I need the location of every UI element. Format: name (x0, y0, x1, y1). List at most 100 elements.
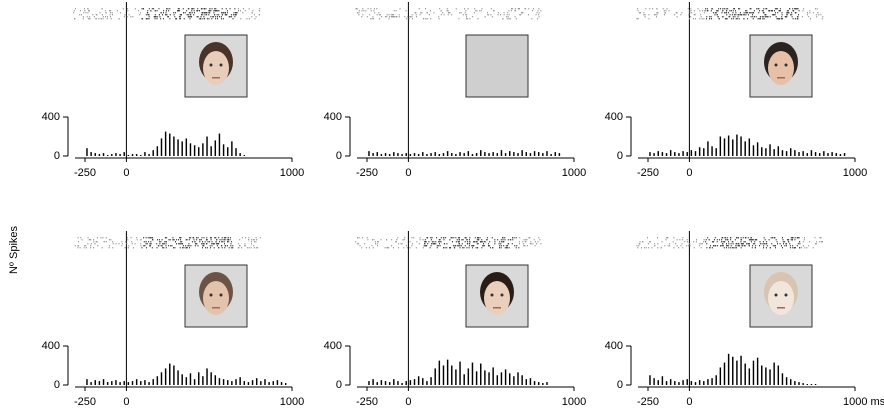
raster-tick (724, 237, 726, 239)
bar (148, 382, 150, 385)
raster-tick (465, 10, 467, 12)
raster-tick (514, 245, 516, 247)
raster-tick (758, 8, 760, 10)
raster-tick (727, 239, 729, 241)
raster-tick (203, 237, 205, 239)
raster-tick (657, 237, 659, 239)
raster-tick (814, 8, 816, 10)
bar (698, 380, 701, 385)
raster-tick (693, 10, 695, 12)
raster-tick (455, 245, 457, 247)
raster-tick (188, 16, 190, 18)
bar (765, 148, 767, 156)
raster-tick (797, 18, 799, 20)
raster-tick (708, 239, 710, 241)
raster-tick (749, 239, 751, 241)
raster-tick (794, 12, 796, 14)
raster-tick (232, 247, 234, 249)
raster-tick (193, 14, 195, 16)
raster-tick (93, 241, 95, 243)
raster-tick (430, 237, 432, 239)
raster-tick (755, 245, 757, 247)
raster-tick (246, 18, 248, 20)
raster-tick (221, 247, 223, 249)
raster-tick (706, 243, 708, 245)
raster-tick (816, 16, 818, 18)
raster-tick (462, 14, 464, 16)
raster-tick (490, 8, 492, 10)
raster-tick (110, 239, 112, 241)
raster-tick (743, 18, 745, 20)
raster-tick (540, 243, 542, 245)
raster-tick (189, 14, 191, 16)
raster-tick (476, 247, 478, 249)
raster-tick (522, 12, 524, 14)
raster-tick (483, 241, 485, 243)
raster-tick (376, 243, 378, 245)
raster-tick (447, 12, 449, 14)
raster-tick (450, 247, 452, 249)
raster-tick (663, 10, 665, 12)
bar (417, 154, 420, 156)
eye (209, 63, 213, 67)
raster-tick (781, 245, 783, 247)
raster-tick (461, 239, 463, 241)
bar (260, 381, 262, 385)
raster-tick (124, 14, 126, 16)
raster-tick (790, 14, 792, 16)
raster-tick (213, 243, 215, 245)
bar (802, 151, 804, 156)
raster-tick (734, 239, 736, 241)
raster-tick (426, 245, 428, 247)
bar (661, 152, 664, 156)
raster-tick (224, 12, 226, 14)
bar (669, 379, 672, 385)
raster-tick (248, 247, 250, 249)
raster-tick (821, 18, 823, 20)
raster-tick (431, 241, 433, 243)
bar (500, 372, 503, 385)
raster-tick (73, 12, 75, 14)
raster-tick (522, 241, 524, 243)
raster-tick (226, 239, 228, 241)
raster-tick (688, 18, 690, 20)
raster-tick (221, 241, 223, 243)
raster-tick (732, 18, 734, 20)
raster-tick (506, 18, 508, 20)
bar (152, 150, 154, 156)
raster-tick (796, 8, 798, 10)
bar (372, 153, 374, 156)
raster-tick (141, 8, 143, 10)
raster-tick (143, 245, 145, 247)
raster-tick (73, 10, 75, 12)
raster-tick (112, 243, 114, 245)
raster-tick (186, 14, 188, 16)
bar (189, 373, 192, 385)
raster-tick (798, 237, 800, 239)
raster-tick (645, 8, 647, 10)
raster-tick (105, 16, 107, 18)
raster-tick (239, 10, 241, 12)
raster-tick (224, 14, 226, 16)
bar (86, 379, 88, 385)
raster-tick (722, 245, 724, 247)
raster-tick (758, 12, 760, 14)
raster-tick (643, 12, 645, 14)
raster-tick (800, 247, 802, 249)
raster-tick (387, 247, 389, 249)
raster-tick (514, 16, 516, 18)
raster-tick (220, 245, 222, 247)
bar (446, 359, 449, 385)
raster-tick (782, 239, 784, 241)
raster-tick (515, 18, 517, 20)
bar (690, 150, 693, 156)
raster-tick (802, 241, 804, 243)
raster-tick (726, 245, 728, 247)
raster-tick (447, 10, 449, 12)
raster-tick (187, 8, 189, 10)
stimulus-image (465, 264, 529, 328)
bar (542, 153, 544, 156)
raster-tick (358, 14, 360, 16)
bar (268, 382, 270, 385)
raster-tick (786, 12, 788, 14)
